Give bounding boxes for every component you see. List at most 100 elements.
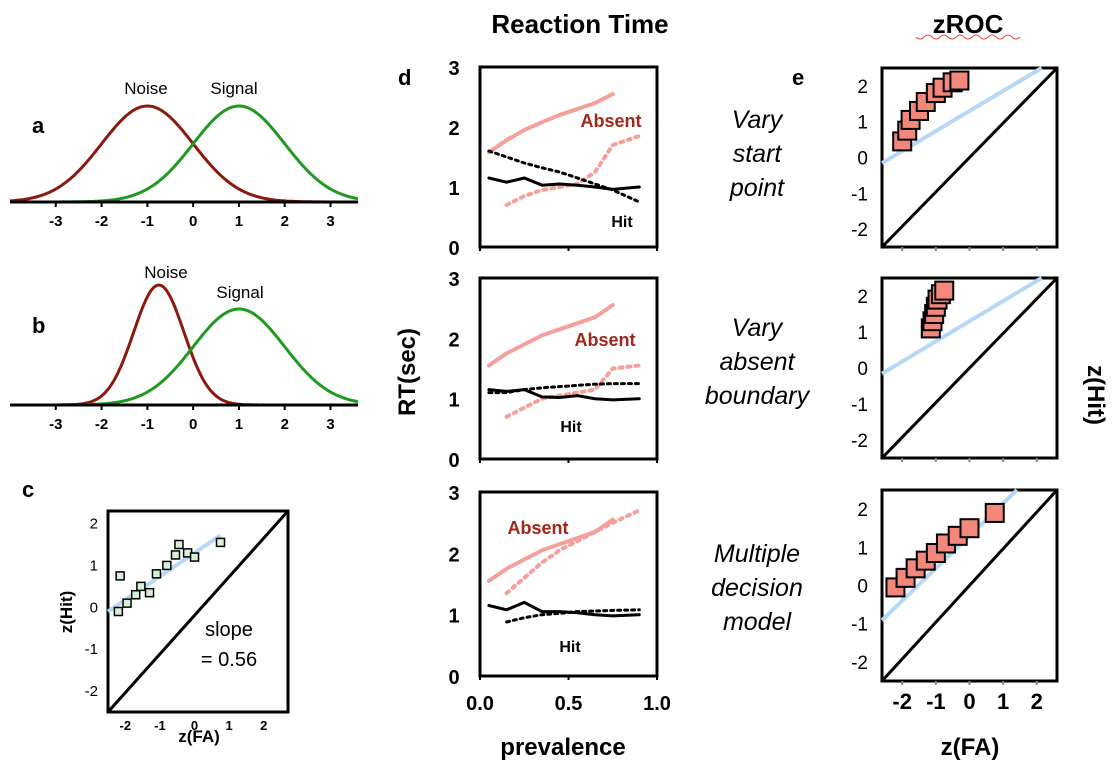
y-tick-label: -2 — [851, 431, 868, 452]
y-tick-label: 3 — [448, 483, 459, 505]
y-axis-title: z(Hit) — [57, 591, 76, 633]
series-dotted-absent — [504, 508, 642, 596]
data-point — [215, 537, 226, 548]
x-tick-label: 0 — [191, 718, 198, 733]
y-tick-label: 2 — [448, 329, 459, 351]
y-tick-label: 1 — [90, 557, 98, 574]
identity-line — [880, 488, 1059, 683]
header-reaction-time: Reaction Time — [491, 9, 668, 39]
x-tick-label: -1 — [141, 416, 154, 433]
panel-label-b: b — [32, 313, 45, 338]
x-tick-label: -2 — [892, 689, 912, 714]
panel-label-d: d — [398, 65, 411, 90]
curve-signal — [10, 104, 359, 204]
row-label-1: Vary start point — [729, 106, 785, 202]
y-tick-label: 0 — [90, 599, 98, 616]
x-tick-label: -1 — [154, 718, 166, 733]
rt-y-axis-title: RT(sec) — [394, 328, 421, 416]
fit-line — [880, 276, 1043, 376]
data-point — [113, 606, 124, 617]
y-tick-label: -1 — [851, 184, 868, 205]
series-solid-hit — [487, 388, 641, 402]
panel-d-rt-multiple-decision: 3 2 1 0 0.0 0.5 1.0 Absent Hit — [448, 483, 670, 715]
row-label-2-line-2: absent — [719, 348, 795, 376]
x-tick-label: 1 — [235, 213, 243, 230]
data-point — [136, 581, 146, 592]
row-label-2-line-1: Vary — [732, 314, 784, 342]
x-tick-label: 0.5 — [555, 693, 583, 715]
x-tick-label: 1.0 — [643, 693, 671, 715]
identity-line — [880, 66, 1059, 249]
y-tick-label: 0 — [448, 667, 459, 689]
data-point — [170, 550, 181, 560]
x-tick-label: -1 — [926, 689, 946, 714]
y-tick-label: 1 — [857, 538, 868, 559]
x-tick-label: 1 — [226, 718, 233, 733]
label-absent: Absent — [580, 111, 641, 131]
x-tick-label: -2 — [95, 213, 108, 230]
x-tick-label: 3 — [326, 213, 334, 230]
y-tick-label: 1 — [448, 390, 459, 412]
label-signal: Signal — [210, 79, 257, 98]
series-solid — [486, 92, 615, 155]
panel-d-rt-start-point: 3 2 1 0 Absent Hit — [448, 58, 659, 260]
y-tick-label: 0 — [448, 238, 459, 260]
label-absent: Absent — [507, 518, 568, 538]
row-label-2: Vary absent boundary — [705, 314, 811, 410]
x-tick-label: 1 — [997, 689, 1009, 714]
identity-line — [880, 276, 1059, 460]
curve-signal — [10, 307, 359, 407]
data-point — [174, 539, 184, 550]
x-axis-title: z(FA) — [178, 727, 220, 746]
y-tick-label: -1 — [85, 641, 98, 658]
x-tick-label: -3 — [49, 416, 62, 433]
data-point — [115, 571, 125, 581]
row-label-2-line-3: boundary — [705, 382, 811, 410]
data-point — [984, 502, 1005, 523]
x-tick-label: 0 — [963, 689, 975, 714]
y-tick-label: 0 — [857, 359, 868, 380]
x-tick-label: 1 — [235, 416, 243, 433]
x-tick-label: 3 — [326, 416, 334, 433]
header-zroc: zROC — [933, 9, 1004, 39]
zroc-y-axis-title: z(Hit) — [1082, 365, 1109, 425]
spellcheck-underline — [915, 34, 1021, 40]
zroc-x-axis-title: z(FA) — [941, 734, 1000, 761]
data-point — [959, 518, 980, 539]
panel-e-zroc-multiple-decision: 210-1-2-2 -1 0 1 2 — [851, 488, 1059, 714]
panel-c-zroc: 2 1 0 -1 -2 -2 -1 0 1 2 z(FA) z(Hit) slope = 0.56 — [57, 509, 290, 746]
y-tick-label: 0 — [857, 149, 868, 170]
x-tick-label: 0 — [189, 416, 197, 433]
x-tick-label: 2 — [281, 416, 289, 433]
label-hit: Hit — [559, 639, 581, 656]
series-dotted-hit — [487, 149, 641, 204]
panel-a-distributions: Noise Signal -3 -2 -1 0 1 2 3 — [9, 79, 359, 230]
y-tick-label: 3 — [448, 269, 459, 291]
row-label-3-line-3: model — [723, 608, 793, 636]
y-tick-label: 2 — [857, 500, 868, 521]
row-label-3: Multiple decision model — [711, 540, 803, 636]
label-signal: Signal — [216, 283, 263, 302]
plot-frame — [478, 490, 659, 678]
slope-annotation-line-2: = 0.56 — [201, 649, 257, 671]
panel-label-a: a — [32, 113, 45, 138]
y-tick-label: 3 — [448, 58, 459, 80]
row-label-1-line-3: point — [729, 174, 785, 202]
label-absent: Absent — [574, 330, 635, 350]
y-tick-label: 1 — [857, 323, 868, 344]
data-point — [189, 552, 200, 562]
y-tick-label: 2 — [90, 516, 98, 533]
x-tick-label: -1 — [141, 213, 154, 230]
panel-d-rt-absent-boundary: 3 2 1 0 Absent Hit — [448, 269, 659, 472]
series-solid-hit — [487, 600, 641, 618]
y-tick-label: 1 — [448, 606, 459, 628]
y-tick-label: -2 — [851, 653, 868, 674]
data-point — [151, 569, 162, 579]
x-tick-label: 0 — [189, 213, 197, 230]
x-tick-label: 2 — [281, 213, 289, 230]
y-tick-label: 0 — [448, 450, 459, 472]
panel-label-e: e — [792, 65, 804, 90]
label-hit: Hit — [611, 214, 633, 231]
y-tick-label: -1 — [851, 395, 868, 416]
